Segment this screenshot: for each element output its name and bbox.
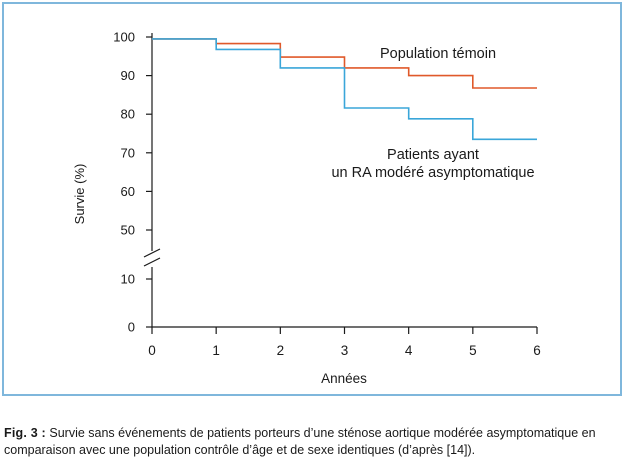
axis-break-stroke [143,248,161,258]
x-tick-label: 6 [533,343,541,358]
axis-break-marker [143,248,161,267]
y-tick-label: 80 [121,107,135,122]
y-tick-label: 90 [121,68,135,83]
axis-break-stroke [143,257,161,267]
x-tick-label: 0 [148,343,156,358]
x-tick-label: 4 [405,343,413,358]
y-tick-label: 100 [113,30,135,45]
annotation-patients-ra: Patients ayant un RA modéré asymptomatiqu… [331,147,534,181]
x-tick-label: 1 [212,343,220,358]
y-tick-label: 70 [121,145,135,160]
figure-caption: Fig. 3 : Survie sans événements de patie… [4,425,624,459]
y-axis-label: Survie (%) [72,164,87,225]
annotation-line: Population témoin [380,46,496,62]
y-tick-label: 50 [121,223,135,238]
caption-label: Fig. 3 : [4,426,46,440]
y-tick-label: 0 [128,320,135,335]
annotation-line: un RA modéré asymptomatique [331,165,534,181]
x-axis-label: Années [321,371,367,386]
series [152,38,537,141]
caption-line-1: Survie sans événements de patients porte… [49,426,596,440]
y-tick-label: 60 [121,184,135,199]
x-tick-label: 2 [277,343,285,358]
x-tick-label: 5 [469,343,477,358]
annotation-line: Patients ayant [387,147,479,163]
x-tick-label: 3 [341,343,349,358]
annotation-population-temoin: Population témoin [380,46,496,62]
y-tick-label: 10 [121,272,135,287]
caption-line-2: comparaison avec une population contrôle… [4,443,476,457]
x-ticks: 0 1 2 3 4 5 6 [148,327,541,358]
series-line-patients-ra [152,38,537,141]
